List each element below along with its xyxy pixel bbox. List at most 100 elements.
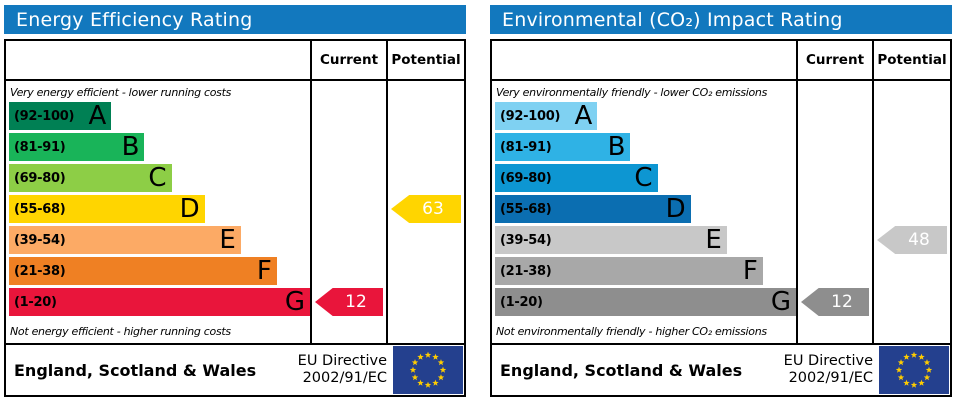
band-range: (1-20) [500, 294, 543, 310]
bottom-caption: Not energy efficient - higher running co… [10, 325, 231, 338]
bands-column: Very energy efficient - lower running co… [6, 81, 310, 343]
band-letter: A [574, 101, 593, 131]
bands-column: Very environmentally friendly - lower CO… [492, 81, 796, 343]
energy-rating-table: Current Potential Very energy efficient … [4, 39, 466, 397]
header-spacer [492, 41, 796, 79]
band-range: (1-20) [14, 294, 57, 310]
column-header-row: Current Potential [6, 41, 464, 81]
band-row-d: (55-68) D [492, 195, 796, 226]
band-letter: F [256, 256, 272, 286]
rating-body: Very environmentally friendly - lower CO… [492, 81, 950, 343]
band-b: (81-91) B [9, 132, 145, 162]
band-row-d: (55-68) D [6, 195, 310, 226]
band-range: (39-54) [14, 232, 66, 248]
band-c: (69-80) C [9, 164, 172, 192]
current-rating-column: 12 [310, 81, 386, 343]
band-range: (39-54) [500, 232, 552, 248]
band-range: (55-68) [14, 201, 66, 217]
band-letter: G [284, 287, 305, 317]
band-letter: E [705, 225, 722, 255]
current-rating-arrow: 12 [801, 288, 869, 316]
band-range: (21-38) [500, 263, 552, 279]
band-range: (55-68) [500, 201, 552, 217]
potential-rating-value: 63 [422, 199, 444, 219]
band-row-f: (21-38) F [6, 257, 310, 288]
band-range: (81-91) [14, 139, 66, 155]
band-letter: F [742, 256, 758, 286]
current-column-header: Current [310, 41, 386, 79]
potential-rating-arrow: 63 [391, 195, 461, 223]
band-range: (69-80) [500, 170, 552, 186]
panel-title: Energy Efficiency Rating [16, 8, 253, 31]
band-e: (39-54) E [495, 226, 727, 254]
band-c: (69-80) C [495, 164, 658, 192]
band-letter: C [634, 163, 653, 193]
eu-directive-label: EU Directive 2002/91/EC [783, 352, 873, 386]
header-spacer [6, 41, 310, 79]
band-d: (55-68) D [9, 195, 205, 223]
band-letter: D [179, 194, 200, 224]
top-caption: Very energy efficient - lower running co… [10, 86, 232, 99]
current-column-header: Current [796, 41, 872, 79]
eu-flag-icon [879, 346, 949, 394]
band-a: (92-100) A [495, 101, 598, 131]
band-row-c: (69-80) C [6, 164, 310, 195]
band-letter: G [770, 287, 791, 317]
current-rating-arrow: 12 [315, 288, 383, 316]
band-f: (21-38) F [9, 257, 277, 285]
band-range: (69-80) [14, 170, 66, 186]
potential-rating-arrow: 48 [877, 226, 947, 254]
band-row-c: (69-80) C [492, 164, 796, 195]
environmental-impact-title-bar: Environmental (CO₂) Impact Rating [490, 5, 952, 34]
band-row-g: (1-20) G [492, 288, 796, 319]
band-row-g: (1-20) G [6, 288, 310, 319]
band-letter: B [607, 132, 626, 162]
region-label: England, Scotland & Wales [500, 360, 743, 380]
energy-efficiency-title-bar: Energy Efficiency Rating [4, 5, 466, 34]
band-letter: D [665, 194, 686, 224]
current-rating-value: 12 [831, 292, 853, 312]
potential-rating-column: 63 [386, 81, 464, 343]
band-letter: E [219, 225, 236, 255]
energy-efficiency-panel: Energy Efficiency Rating Current Potenti… [4, 5, 466, 397]
band-letter: A [88, 101, 107, 131]
band-b: (81-91) B [495, 132, 631, 162]
band-range: (21-38) [14, 263, 66, 279]
band-g: (1-20) G [9, 288, 310, 316]
band-row-e: (39-54) E [6, 226, 310, 257]
potential-column-header: Potential [386, 41, 464, 79]
band-range: (92-100) [500, 108, 561, 124]
band-letter: B [121, 132, 140, 162]
band-d: (55-68) D [495, 195, 691, 223]
band-f: (21-38) F [495, 257, 763, 285]
eu-directive-label: EU Directive 2002/91/EC [297, 352, 387, 386]
rating-body: Very energy efficient - lower running co… [6, 81, 464, 343]
band-g: (1-20) G [495, 288, 796, 316]
band-letter: C [148, 163, 167, 193]
eu-flag-icon [393, 346, 463, 394]
band-row-b: (81-91) B [6, 133, 310, 164]
panel-title: Environmental (CO₂) Impact Rating [502, 8, 843, 31]
top-caption: Very environmentally friendly - lower CO… [496, 86, 768, 99]
panel-footer: England, Scotland & Wales EU Directive 2… [492, 343, 950, 395]
potential-rating-column: 48 [872, 81, 950, 343]
band-row-a: (92-100) A [6, 102, 310, 133]
potential-rating-value: 48 [908, 230, 930, 250]
band-range: (81-91) [500, 139, 552, 155]
band-row-b: (81-91) B [492, 133, 796, 164]
band-row-a: (92-100) A [492, 102, 796, 133]
band-row-f: (21-38) F [492, 257, 796, 288]
band-a: (92-100) A [9, 101, 112, 131]
current-rating-value: 12 [345, 292, 367, 312]
bottom-caption: Not environmentally friendly - higher CO… [496, 325, 767, 338]
panel-footer: England, Scotland & Wales EU Directive 2… [6, 343, 464, 395]
column-header-row: Current Potential [492, 41, 950, 81]
band-range: (92-100) [14, 108, 75, 124]
potential-column-header: Potential [872, 41, 950, 79]
region-label: England, Scotland & Wales [14, 360, 257, 380]
current-rating-column: 12 [796, 81, 872, 343]
environmental-impact-panel: Environmental (CO₂) Impact Rating Curren… [490, 5, 952, 397]
band-row-e: (39-54) E [492, 226, 796, 257]
environmental-rating-table: Current Potential Very environmentally f… [490, 39, 952, 397]
